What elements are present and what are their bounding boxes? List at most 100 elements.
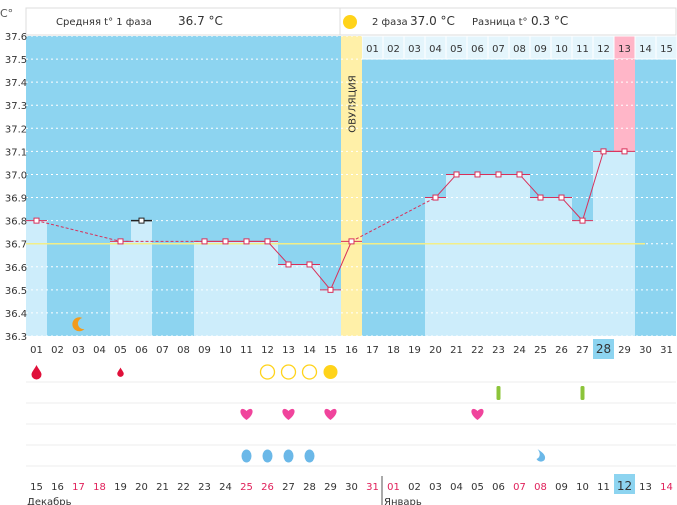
cycle-day-label: 13 — [282, 345, 295, 356]
date-label: 30 — [345, 482, 358, 493]
temp-bar — [110, 241, 131, 336]
temp-bar — [278, 264, 299, 336]
ovulation-band: ОВУЛЯЦИЯ — [341, 36, 362, 336]
green-mark-icon — [496, 386, 501, 400]
today-highlight — [614, 474, 635, 494]
temp-connector — [330, 241, 352, 291]
phase2-day-label: 10 — [555, 44, 568, 55]
temp-bar — [509, 174, 530, 336]
temp-bar — [425, 197, 446, 336]
phase2-day-label: 04 — [429, 44, 442, 55]
phase2-day-label: 06 — [471, 44, 484, 55]
temp-point — [495, 171, 502, 178]
temp-connector — [561, 197, 583, 221]
temp-point — [621, 148, 628, 155]
blood-drop-icon — [31, 365, 42, 380]
y-tick-label: 36.9 — [5, 194, 27, 205]
date-label: 17 — [72, 482, 85, 493]
y-tick-label: 37.4 — [5, 78, 27, 89]
temp-bar — [572, 220, 593, 336]
cycle-day-label: 04 — [93, 345, 106, 356]
date-label: 07 — [513, 482, 526, 493]
difference-label: Разница t° — [472, 17, 528, 28]
date-label: 03 — [429, 482, 442, 493]
phase1-label: Средняя t° 1 фаза — [56, 17, 152, 28]
temp-point — [453, 171, 460, 178]
phase2-day-label: 12 — [597, 44, 610, 55]
heart-icon — [240, 408, 253, 420]
temp-point — [327, 286, 334, 293]
drop-icon — [241, 449, 252, 463]
temp-point — [579, 217, 586, 224]
date-label: 27 — [282, 482, 295, 493]
date-label: 06 — [492, 482, 505, 493]
y-tick-label: 37.2 — [5, 124, 27, 135]
date-label: 13 — [639, 482, 652, 493]
temp-connector — [582, 151, 604, 221]
cycle-day-label: 19 — [408, 345, 421, 356]
cycle-day-label: 24 — [513, 345, 526, 356]
date-label: 26 — [261, 482, 274, 493]
cycle-day-label: 18 — [387, 345, 400, 356]
cycle-day-label: 07 — [156, 345, 169, 356]
cycle-day-label: 16 — [345, 345, 358, 356]
date-label: 12 — [617, 479, 632, 493]
date-label: 04 — [450, 482, 463, 493]
y-tick-label: 36.3 — [5, 332, 27, 343]
temp-bar — [26, 220, 47, 336]
y-tick-label: 36.8 — [5, 217, 27, 228]
phase2-day-label: 07 — [492, 44, 505, 55]
temp-point — [243, 238, 250, 245]
date-label: 15 — [30, 482, 43, 493]
unit-label: C° — [0, 7, 13, 20]
temp-point — [33, 217, 40, 224]
month-label: Декабрь — [27, 497, 72, 505]
heart-icon — [324, 408, 337, 420]
phase2-day-label: 08 — [513, 44, 526, 55]
temp-point — [285, 261, 292, 268]
cycle-day-label: 28 — [596, 342, 611, 356]
ovulation-label: ОВУЛЯЦИЯ — [348, 75, 359, 133]
drop-icon — [262, 449, 273, 463]
phase2-day-label: 13 — [618, 44, 631, 55]
cycle-day-row: 01 02 03 04 05 06 07 08 09 10 11 12 13 14 15 16 17 18 19 20… — [30, 339, 673, 359]
y-tick-label: 37.6 — [5, 32, 27, 43]
temp-point — [432, 194, 439, 201]
y-axis-ticks: 36.3 36.4 36.5 36.6 36.7 36.8 36.9 37.0 37.1 37.2… — [5, 32, 27, 343]
cycle-day-label: 02 — [51, 345, 64, 356]
phase2-average: 37.0 °C — [410, 14, 455, 28]
temp-point — [516, 171, 523, 178]
temp-connector — [519, 174, 541, 198]
cycle-day-label: 01 — [30, 345, 43, 356]
temp-point — [306, 261, 313, 268]
temp-point — [600, 148, 607, 155]
phase2-day-label: 14 — [639, 44, 652, 55]
date-label: 23 — [198, 482, 211, 493]
temp-point — [264, 238, 271, 245]
ovulation-test-icon — [259, 364, 276, 380]
ovulation-sun-icon — [343, 15, 357, 29]
ovulation-test-icon — [323, 365, 338, 379]
phase2-day-label: 09 — [534, 44, 547, 55]
temp-bar — [215, 241, 236, 336]
phase2-day-label: 03 — [408, 44, 421, 55]
date-label: 19 — [114, 482, 127, 493]
date-label: 31 — [366, 482, 379, 493]
cycle-day-label: 30 — [639, 345, 652, 356]
cycle-day-label: 26 — [555, 345, 568, 356]
cycle-day-label: 17 — [366, 345, 379, 356]
cycle-day-label: 15 — [324, 345, 337, 356]
moon-icon — [72, 317, 85, 332]
green-mark-icon — [580, 386, 585, 400]
date-label: 09 — [555, 482, 568, 493]
cycle-day-label: 12 — [261, 345, 274, 356]
drop-half-icon — [536, 449, 546, 462]
temp-point — [138, 217, 145, 224]
cycle-day-label: 05 — [114, 345, 127, 356]
cycle-day-label: 03 — [72, 345, 85, 356]
date-label: 16 — [51, 482, 64, 493]
temp-point — [348, 238, 355, 245]
current-day-highlight — [593, 339, 614, 359]
date-label: 18 — [93, 482, 106, 493]
date-label: 10 — [576, 482, 589, 493]
